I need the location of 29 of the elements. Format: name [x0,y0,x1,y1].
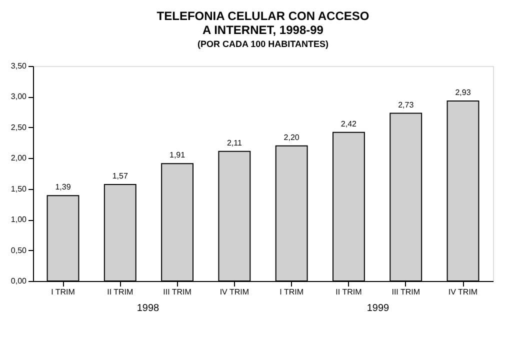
data-label: 2,11 [226,138,242,148]
x-tick-label: II TRIM [107,288,134,296]
data-label: 1,91 [169,150,186,160]
text: A INTERNET, 1998-99 [202,23,324,37]
y-tick-label: 2,00 [10,154,28,163]
y-tick-label: 1,00 [10,215,28,224]
chart-subtitle: (POR CADA 100 HABITANTES) [197,39,329,49]
x-tick-label: I TRIM [280,288,304,296]
y-tick-label: 0,50 [10,246,28,255]
x-tick-label: II TRIM [336,288,362,296]
x-tick-label: IV TRIM [220,288,250,296]
data-label: 2,93 [455,88,472,98]
text: 1999 [366,303,390,314]
data-label: 1,39 [55,182,72,192]
data-label: 2,73 [398,100,414,110]
x-tick-label: IV TRIM [448,288,478,296]
y-tick-label: 0,00 [10,276,28,286]
y-tick-label: 1,50 [10,184,28,194]
data-label: 2,20 [284,132,300,142]
y-tick-label: 3,00 [10,92,28,102]
data-label: 1,57 [112,172,128,181]
text: 1998 [136,303,160,314]
x-tick-label: I TRIM [51,288,76,296]
x-tick-label: III TRIM [392,288,420,296]
text: TELEFONIA CELULAR CON ACCESO [156,9,370,23]
y-tick-label: 2,50 [10,122,28,132]
x-tick-label: III TRIM [163,288,192,296]
data-label: 2,42 [340,119,358,128]
y-tick-label: 3,50 [10,62,28,70]
